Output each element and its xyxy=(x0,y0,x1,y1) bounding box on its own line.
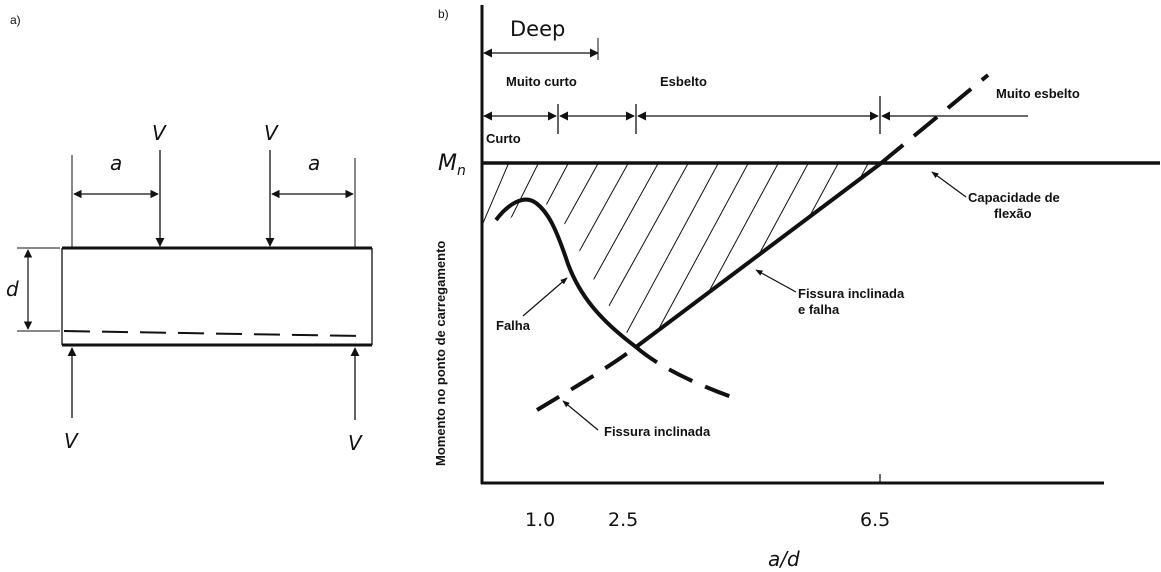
deep-label: Deep xyxy=(510,17,565,41)
x-tick-label: 6.5 xyxy=(860,509,890,531)
annotation-falha: Falha xyxy=(496,318,531,333)
region-curto: Curto xyxy=(486,131,521,146)
x-tick-label: 1.0 xyxy=(525,509,555,531)
inclined-crack-failure-line xyxy=(634,162,882,349)
mn-label: Mn xyxy=(438,151,466,179)
span-label-right: a xyxy=(308,151,320,175)
annotation-capacidade-line1: Capacidade de xyxy=(968,190,1060,205)
beam xyxy=(61,246,373,347)
load-label-bottom-left: V xyxy=(64,429,79,453)
reinforcement-line xyxy=(63,330,361,337)
capacidade-pointer xyxy=(931,171,967,198)
fissura-inclinada-pointer xyxy=(562,400,599,431)
annotation-fissura-falha-line1: Fissura inclinada xyxy=(798,286,905,301)
annotation-fissura-inclinada: Fissura inclinada xyxy=(604,424,711,439)
fissura-falha-pointer xyxy=(755,269,797,293)
panel-a-label: a) xyxy=(10,13,21,27)
failure-curve xyxy=(494,197,638,349)
annotation-fissura-falha-line2: e falha xyxy=(798,302,840,317)
panel-b-label: b) xyxy=(438,7,449,21)
x-tick-label: 2.5 xyxy=(608,509,638,531)
x-axis-label: a/d xyxy=(768,547,800,571)
flexure-extension-dashed xyxy=(878,73,990,166)
inclined-crack-curve-right xyxy=(634,345,741,402)
region-esbelto: Esbelto xyxy=(660,74,707,89)
y-axis-label: Momento no ponto de carregamento xyxy=(433,241,448,466)
region-muito-curto: Muito curto xyxy=(506,74,577,89)
falha-pointer xyxy=(522,277,568,317)
load-label-top-left: V xyxy=(152,121,167,145)
span-label-left: a xyxy=(110,151,122,175)
load-label-top-right: V xyxy=(264,121,279,145)
panel-a: a) V V a a d V V xyxy=(6,13,373,455)
depth-label: d xyxy=(6,277,19,301)
inclined-crack-curve-left xyxy=(535,345,638,412)
panel-b: b) Mn xyxy=(433,5,1160,571)
region-muito-esbelto: Muito esbelto xyxy=(996,86,1080,101)
annotation-capacidade-line2: flexão xyxy=(994,206,1032,221)
load-label-bottom-right: V xyxy=(348,431,363,455)
